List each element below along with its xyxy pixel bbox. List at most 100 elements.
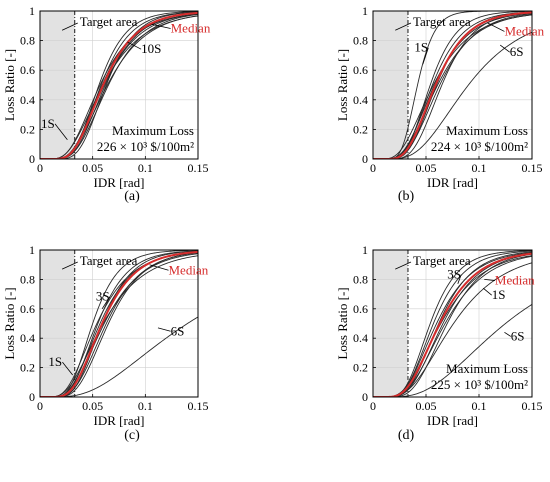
y-tick-label: 0 [362, 390, 368, 404]
curve-label-1s: 1S [414, 40, 428, 55]
curves-group [373, 11, 532, 159]
target-area-label: Target area [80, 253, 138, 268]
x-axis-label: IDR [rad] [94, 413, 145, 428]
median-label: Median [171, 20, 211, 35]
fragility-curve-8 [373, 253, 532, 397]
max-loss-title: Maximum Loss [446, 361, 528, 376]
panel-1: 0 0.05 0.1 0.15 0 0.2 0.4 0.6 0.8 1 IDR [rad] Loss … [2, 4, 211, 204]
target-area-label: Target area [80, 14, 138, 29]
y-tick-label: 0.4 [353, 331, 368, 345]
y-tick-label: 0.2 [20, 361, 35, 375]
y-tick-label: 0.6 [353, 302, 368, 316]
axes-box [372, 249, 533, 398]
axes-box [39, 10, 199, 160]
target-area-pointer [61, 261, 78, 270]
axes-box [39, 249, 199, 398]
max-loss-title: Maximum Loss [112, 123, 194, 138]
median-curve [40, 11, 198, 159]
median-label: Median [169, 262, 209, 277]
x-tick-label: 0.1 [472, 399, 487, 413]
annotation-pointer [127, 41, 142, 50]
x-tick-label: 0.05 [82, 399, 103, 413]
fragility-curve-8 [40, 255, 198, 397]
max-loss-value: 224 × 10³ $/100m² [431, 139, 528, 154]
x-tick-label: 0.15 [188, 161, 209, 175]
y-tick-label: 1 [362, 243, 368, 257]
fragility-curve-9 [373, 14, 532, 159]
y-tick-label: 0.8 [353, 34, 368, 48]
x-tick-label: 0.1 [138, 399, 153, 413]
max-loss-title: Maximum Loss [446, 123, 528, 138]
x-tick-label: 0.05 [416, 161, 437, 175]
x-tick-label: 0.15 [522, 399, 543, 413]
target-area-pointer [61, 22, 78, 31]
curve-label-1s: 1S [48, 354, 62, 369]
x-tick-label: 0.05 [416, 399, 437, 413]
x-axis-label: IDR [rad] [427, 175, 478, 190]
panel-label: (b) [398, 189, 415, 204]
annotation-pointer [54, 123, 68, 141]
target-area-shade [373, 250, 408, 397]
target-area-shade [40, 11, 75, 159]
y-tick-label: 0 [362, 152, 368, 166]
panel-label: (d) [398, 428, 415, 443]
curve-label-10s: 10S [141, 41, 161, 56]
max-loss-value: 225 × 10³ $/100m² [431, 377, 528, 392]
y-tick-label: 0.4 [353, 93, 368, 107]
curves-group [40, 11, 198, 159]
panel-label: (a) [124, 189, 140, 204]
target-area-label: Target area [413, 14, 471, 29]
curve-label-3s: 3S [447, 267, 461, 282]
y-tick-label: 1 [362, 4, 368, 18]
y-tick-label: 0.4 [20, 93, 35, 107]
annotation-pointer [101, 296, 111, 310]
y-axis-label: Loss Ratio [-] [335, 287, 350, 359]
y-axis-label: Loss Ratio [-] [2, 287, 17, 359]
annotation-pointer [151, 23, 171, 29]
panel-3: 0 0.05 0.1 0.15 0 0.2 0.4 0.6 0.8 1 IDR [rad] Loss … [2, 243, 209, 443]
panel-2: 0 0.05 0.1 0.15 0 0.2 0.4 0.6 0.8 1 IDR [rad] Loss … [335, 4, 545, 204]
y-tick-label: 0 [29, 390, 35, 404]
panel-label: (c) [124, 428, 140, 443]
curve-label-1s: 1S [492, 287, 506, 302]
y-axis-label: Loss Ratio [-] [335, 49, 350, 121]
annotation-pointer [484, 279, 495, 281]
median-curve [40, 250, 198, 397]
annotation-pointer [422, 47, 429, 65]
x-axis-label: IDR [rad] [427, 413, 478, 428]
annotation-pointer [482, 287, 492, 296]
fragility-curve-8 [40, 11, 198, 159]
annotation-pointer [504, 331, 512, 337]
curve-label-1s: 1S [41, 116, 55, 131]
max-loss-value: 226 × 10³ $/100m² [97, 139, 194, 154]
curve-label-6s: 6S [511, 328, 525, 343]
fragility-curve-10 [373, 31, 532, 159]
y-tick-label: 0.2 [20, 122, 35, 136]
annotation-pointer [157, 327, 171, 332]
x-tick-label: 0.05 [82, 161, 103, 175]
annotation-pointer [62, 361, 73, 376]
x-tick-label: 0 [37, 399, 43, 413]
target-area-shade [373, 11, 408, 159]
fragility-curve-9 [40, 15, 198, 159]
median-curve [373, 252, 532, 397]
annotation-pointer [499, 44, 510, 53]
y-axis-label: Loss Ratio [-] [2, 49, 17, 121]
y-tick-label: 0.2 [353, 361, 368, 375]
median-label: Median [504, 23, 544, 38]
x-tick-label: 0 [370, 399, 376, 413]
y-tick-label: 1 [29, 4, 35, 18]
target-area-shade [40, 250, 75, 397]
curve-label-3s: 3S [96, 289, 110, 304]
fragility-curve-7 [40, 252, 198, 397]
target-area-pointer [395, 22, 412, 31]
y-tick-label: 0.8 [20, 34, 35, 48]
y-tick-label: 0.8 [20, 272, 35, 286]
median-label: Median [495, 273, 535, 288]
curves-group [373, 250, 532, 397]
annotation-pointer [487, 22, 505, 32]
annotation-pointer [149, 264, 169, 271]
x-tick-label: 0.15 [522, 161, 543, 175]
